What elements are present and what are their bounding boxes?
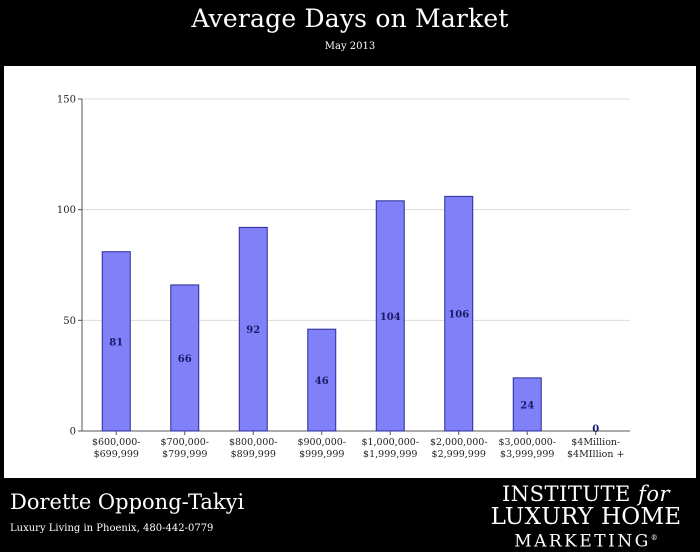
y-tick-label: 150 [57, 95, 76, 106]
bar [238, 226, 268, 432]
x-tick-label: $2,999,999 [432, 449, 486, 460]
header: Average Days on Market May 2013 [0, 0, 700, 66]
x-tick-label: $1,999,999 [363, 449, 417, 460]
x-tick-label: $4Million- [571, 437, 620, 448]
chart-title: Average Days on Market [191, 4, 509, 33]
footer: Dorette Oppong-Takyi Luxury Living in Ph… [0, 478, 700, 552]
bar [101, 251, 131, 432]
x-tick-label: $3,999,999 [500, 449, 554, 460]
x-tick-label: $1,000,000- [361, 437, 419, 448]
y-tick-label: 50 [63, 316, 76, 327]
logo-line-1: INSTITUTE for [476, 484, 696, 505]
x-tick-label: $2,000,000- [430, 437, 488, 448]
x-tick-label: $800,000- [229, 437, 278, 448]
bar [307, 328, 337, 432]
logo-word-for: for [638, 482, 671, 506]
logo-line-2: LUXURY HOME [490, 504, 682, 530]
x-tick-label: $700,000- [160, 437, 209, 448]
logo-word-institute: INSTITUTE [501, 482, 631, 506]
x-tick-label: $799,999 [162, 449, 207, 460]
data-label: 92 [246, 325, 260, 336]
x-tick-label: $3,000,000- [498, 437, 556, 448]
bar-chart: 05010015081$600,000-$699,99966$700,000-$… [57, 95, 630, 460]
institute-logo: INSTITUTE for LUXURY HOME MARKETING® [476, 484, 696, 552]
data-label: 0 [592, 424, 599, 435]
bar [444, 195, 474, 432]
data-label: 106 [448, 310, 469, 321]
data-label: 46 [315, 376, 329, 387]
bar [375, 200, 405, 432]
registered-mark: ® [650, 534, 658, 542]
x-tick-label: $999,999 [299, 449, 344, 460]
data-label: 104 [380, 312, 401, 323]
y-tick-label: 0 [70, 427, 76, 438]
bar [170, 284, 200, 432]
agent-name: Dorette Oppong-Takyi [10, 490, 245, 514]
data-label: 81 [109, 337, 123, 348]
data-label: 24 [520, 400, 534, 411]
logo-line-3: MARKETING® [476, 529, 696, 552]
y-tick-label: 100 [57, 205, 76, 216]
x-tick-label: $4MIllion + [567, 449, 625, 460]
x-tick-label: $600,000- [92, 437, 141, 448]
x-tick-label: $699,999 [94, 449, 139, 460]
x-tick-label: $900,000- [297, 437, 346, 448]
logo-word-marketing: MARKETING [514, 531, 651, 552]
data-label: 66 [178, 354, 192, 365]
chart-panel: 0 50 100 150 81 $600,000- $699,999 66 $700,000- $… [4, 66, 696, 478]
agent-tagline: Luxury Living in Phoenix, 480-442-0779 [10, 523, 214, 534]
x-tick-label: $899,999 [231, 449, 276, 460]
chart-subtitle: May 2013 [324, 41, 376, 52]
